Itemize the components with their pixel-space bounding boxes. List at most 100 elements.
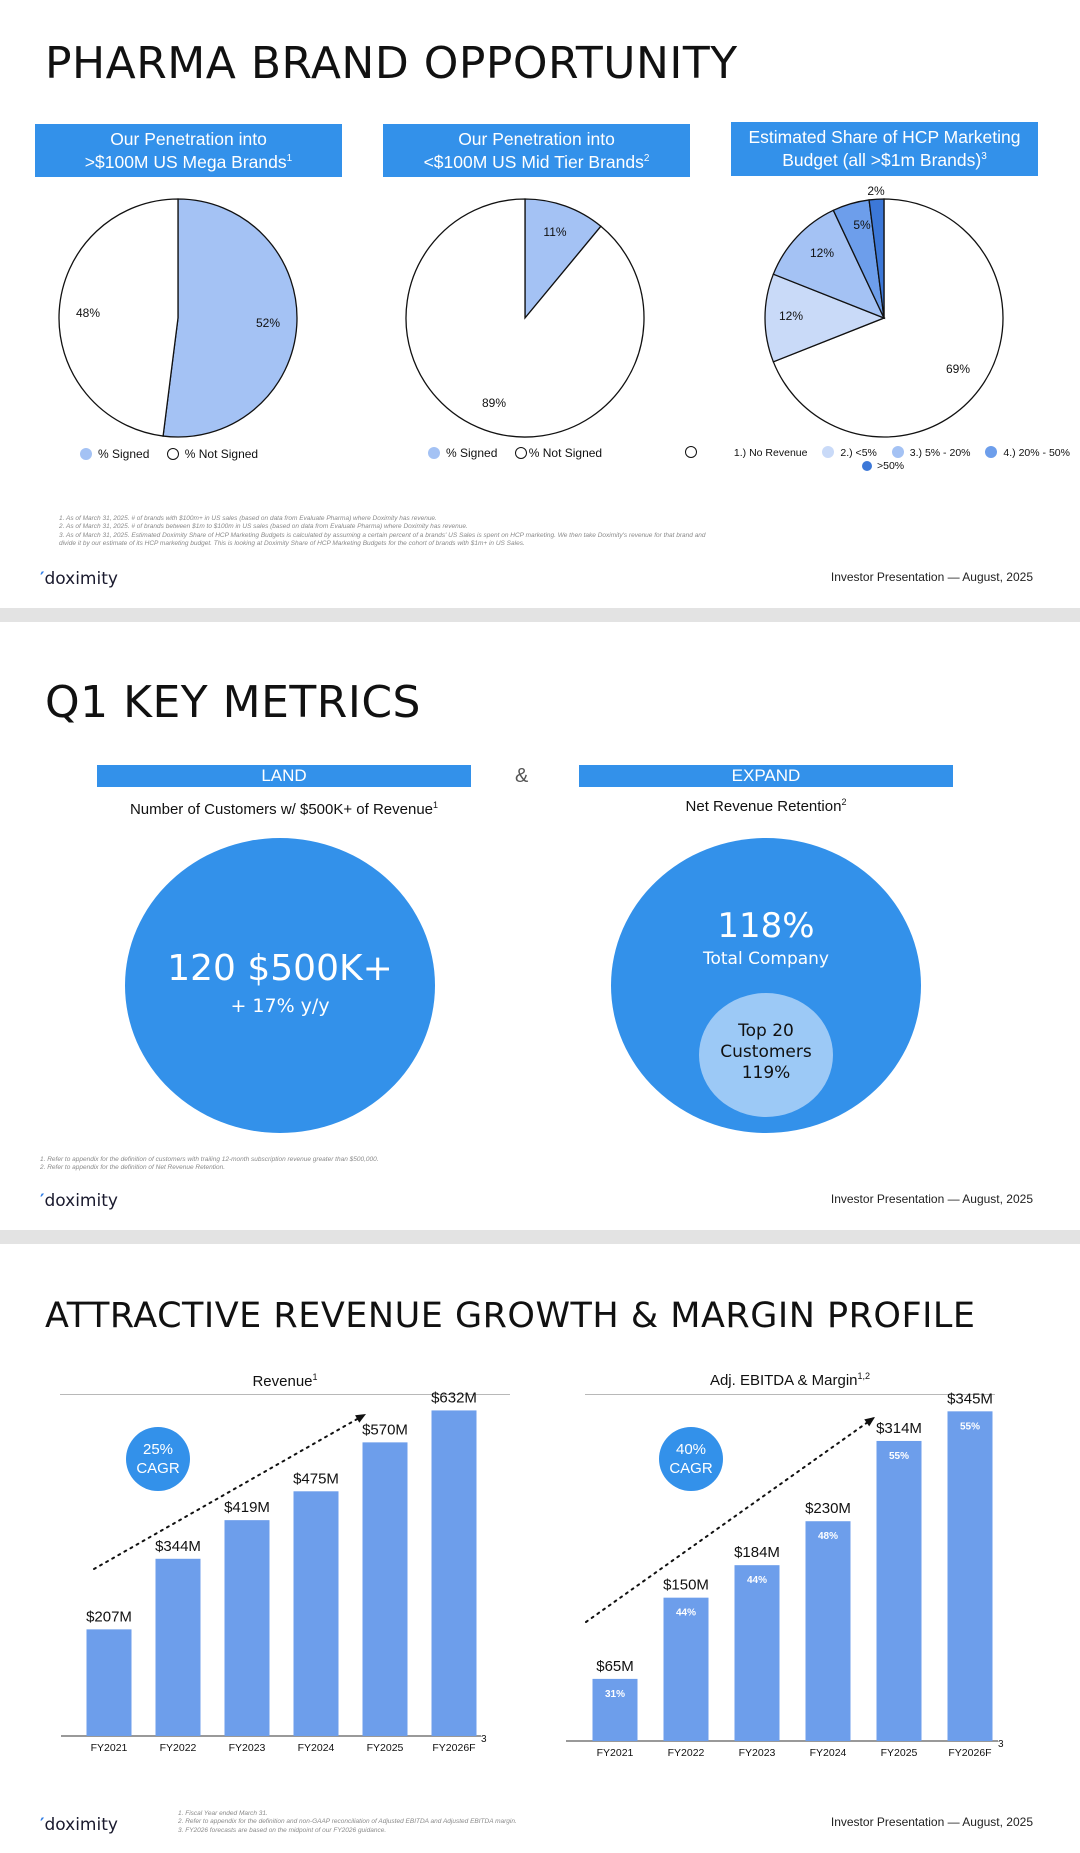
bar2-category-label-1: FY2021 xyxy=(597,1747,634,1759)
bar2-value-label-4: $230M xyxy=(805,1500,851,1517)
expand-caption-text: Net Revenue Retention xyxy=(685,798,842,815)
pie1-value-label-1: 52% xyxy=(256,316,280,330)
expand-label: EXPAND xyxy=(579,765,953,787)
pie3-value-label-4: 5% xyxy=(853,218,871,232)
bar2-category-label-2: FY2022 xyxy=(668,1747,705,1759)
ebitda-chart-title: Adj. EBITDA & Margin1,2 xyxy=(585,1371,995,1389)
pie2-header-line1: Our Penetration into xyxy=(458,129,615,149)
bar2-4 xyxy=(805,1521,851,1741)
revenue-chart-title: Revenue1 xyxy=(60,1372,510,1390)
bar2-margin-label-2: 44% xyxy=(676,1608,696,1619)
revenue-cagr-label: CAGR xyxy=(136,1460,180,1477)
no-revenue-swatch-icon xyxy=(685,446,697,458)
pie1-slice-1 xyxy=(162,198,298,438)
logo-text: doximity xyxy=(44,1191,118,1211)
pie1-header-line2-text: >$100M US Mega Brands xyxy=(84,151,287,172)
bar1-category-label-3: FY2023 xyxy=(229,1742,266,1754)
ebitda-title-rule xyxy=(585,1394,995,1395)
not-signed-swatch-icon xyxy=(166,448,179,460)
pie3-header-line1: Estimated Share of HCP Marketing xyxy=(748,127,1021,147)
land-label: LAND xyxy=(97,765,471,787)
doximity-mark-icon: ′ xyxy=(40,1191,45,1211)
bar1-value-label-1: $207M xyxy=(86,1608,132,1625)
bar2-value-label-5: $314M xyxy=(876,1420,922,1437)
bar1-category-label-6: FY2026F xyxy=(432,1742,475,1754)
bar2-2 xyxy=(663,1597,709,1741)
footer-text: Investor Presentation — August, 2025 xyxy=(830,570,1033,584)
doximity-mark-icon: ′ xyxy=(40,1815,45,1835)
doximity-logo: ′doximity xyxy=(40,1815,118,1835)
legend3-item-4: 4.) 20% - 50% xyxy=(1003,447,1070,459)
pie2-header: Our Penetration into <$100M US Mid Tier … xyxy=(383,124,690,177)
bar2-value-label-6: $345M xyxy=(947,1390,993,1407)
pie3-header-sup: 3 xyxy=(981,151,987,162)
slide-title: PHARMA BRAND OPPORTUNITY xyxy=(45,38,738,89)
pie-charts: 52% 48% 11% 89% 69% 12% 12% 5% 2% xyxy=(58,184,1004,438)
footnote-2: 2. Refer to appendix for the definition … xyxy=(178,1818,517,1826)
doximity-mark-icon: ′ xyxy=(40,569,45,589)
logo-text: doximity xyxy=(44,569,118,589)
pie3-value-label-3: 12% xyxy=(810,246,834,260)
slide2-footnotes: 1. Refer to appendix for the definition … xyxy=(40,1156,740,1173)
bar2-5 xyxy=(876,1440,922,1741)
bar2-value-label-1: $65M xyxy=(596,1658,634,1675)
footnote-3: 3. As of March 31, 2025. Estimated Doxim… xyxy=(59,531,706,539)
pie2-value-label-1: 11% xyxy=(543,225,566,239)
pie3-slice-3 xyxy=(772,209,886,320)
bar1-value-label-5: $570M xyxy=(362,1421,408,1438)
signed-swatch-icon xyxy=(80,448,92,460)
bar2-category-label-3: FY2023 xyxy=(739,1747,776,1759)
land-caption-text: Number of Customers w/ $500K+ of Revenue xyxy=(129,801,434,818)
slide-pharma-brand-opportunity: PHARMA BRAND OPPORTUNITY Our Penetration… xyxy=(0,0,1080,608)
expand-caption: Net Revenue Retention2 xyxy=(579,797,953,815)
bar1-3 xyxy=(224,1520,270,1736)
footer-text: Investor Presentation — August, 2025 xyxy=(830,1192,1033,1206)
revenue-cagr-pct: 25% xyxy=(142,1441,174,1458)
pie2-slice-2 xyxy=(405,198,645,438)
bar1-category-label-2: FY2022 xyxy=(160,1742,197,1754)
bar1-trend-arrow xyxy=(93,1413,367,1570)
bar2-margin-label-6: 55% xyxy=(960,1421,980,1432)
legend3-item-1: 1.) No Revenue xyxy=(733,447,808,459)
top20-value: 119% xyxy=(741,1063,791,1083)
pie3-value-label-5: 2% xyxy=(867,184,885,198)
land-circle: 120 $500K+ + 17% y/y xyxy=(125,838,435,1133)
bar2-trend-arrowhead-icon xyxy=(864,1417,875,1427)
ebitda-cagr-pct: 40% xyxy=(675,1441,707,1458)
pie3-legend-row2: >50% xyxy=(862,460,904,472)
pie1-slice-2 xyxy=(58,198,179,437)
ebitda-cagr-badge: 40% CAGR xyxy=(659,1427,723,1491)
top20-text: Top 20 Customers 119% xyxy=(699,1021,833,1084)
pie1-header-line2: >$100M US Mega Brands1 xyxy=(35,149,342,172)
expand-caption-sup: 2 xyxy=(841,797,847,807)
lt5-swatch-icon xyxy=(822,446,835,458)
bar2-category-label-4: FY2024 xyxy=(810,1747,847,1759)
bar2-margin-label-4: 48% xyxy=(818,1531,838,1542)
ebitda-title-sup: 1,2 xyxy=(857,1371,871,1381)
bar1-1 xyxy=(86,1629,132,1736)
land-caption-sup: 1 xyxy=(433,800,439,810)
land-caption: Number of Customers w/ $500K+ of Revenue… xyxy=(97,800,471,818)
pie3-slice-2 xyxy=(764,273,886,363)
bar1-value-label-6: $632M xyxy=(431,1389,477,1406)
land-growth: + 17% y/y xyxy=(230,995,330,1017)
legend3-item-2: 2.) <5% xyxy=(840,447,877,459)
pie1-value-label-2: 48% xyxy=(76,306,100,320)
revenue-cagr-badge: 25% CAGR xyxy=(126,1427,190,1491)
pie3-value-label-1: 69% xyxy=(946,362,970,376)
logo-text: doximity xyxy=(44,1815,118,1835)
ampersand: & xyxy=(515,765,529,787)
pie2-header-sup: 2 xyxy=(643,153,650,164)
bar1-value-label-4: $475M xyxy=(293,1470,339,1487)
footnote-1: 1. Fiscal Year ended March 31. xyxy=(178,1810,268,1817)
signed-swatch-icon xyxy=(428,447,440,459)
bar2-margin-label-1: 31% xyxy=(605,1689,625,1700)
bar1-value-label-2: $344M xyxy=(155,1538,201,1555)
top20-line1: Top 20 xyxy=(738,1021,794,1041)
20to50-swatch-icon xyxy=(985,446,998,458)
top20-circle: Top 20 Customers 119% xyxy=(699,993,833,1117)
revenue-title-rule xyxy=(60,1394,510,1395)
pie1-header-line1: Our Penetration into xyxy=(110,129,267,149)
footnote-2: 2. As of March 31, 2025. # of brands bet… xyxy=(59,523,468,531)
pie3-value-label-2: 12% xyxy=(779,309,803,323)
